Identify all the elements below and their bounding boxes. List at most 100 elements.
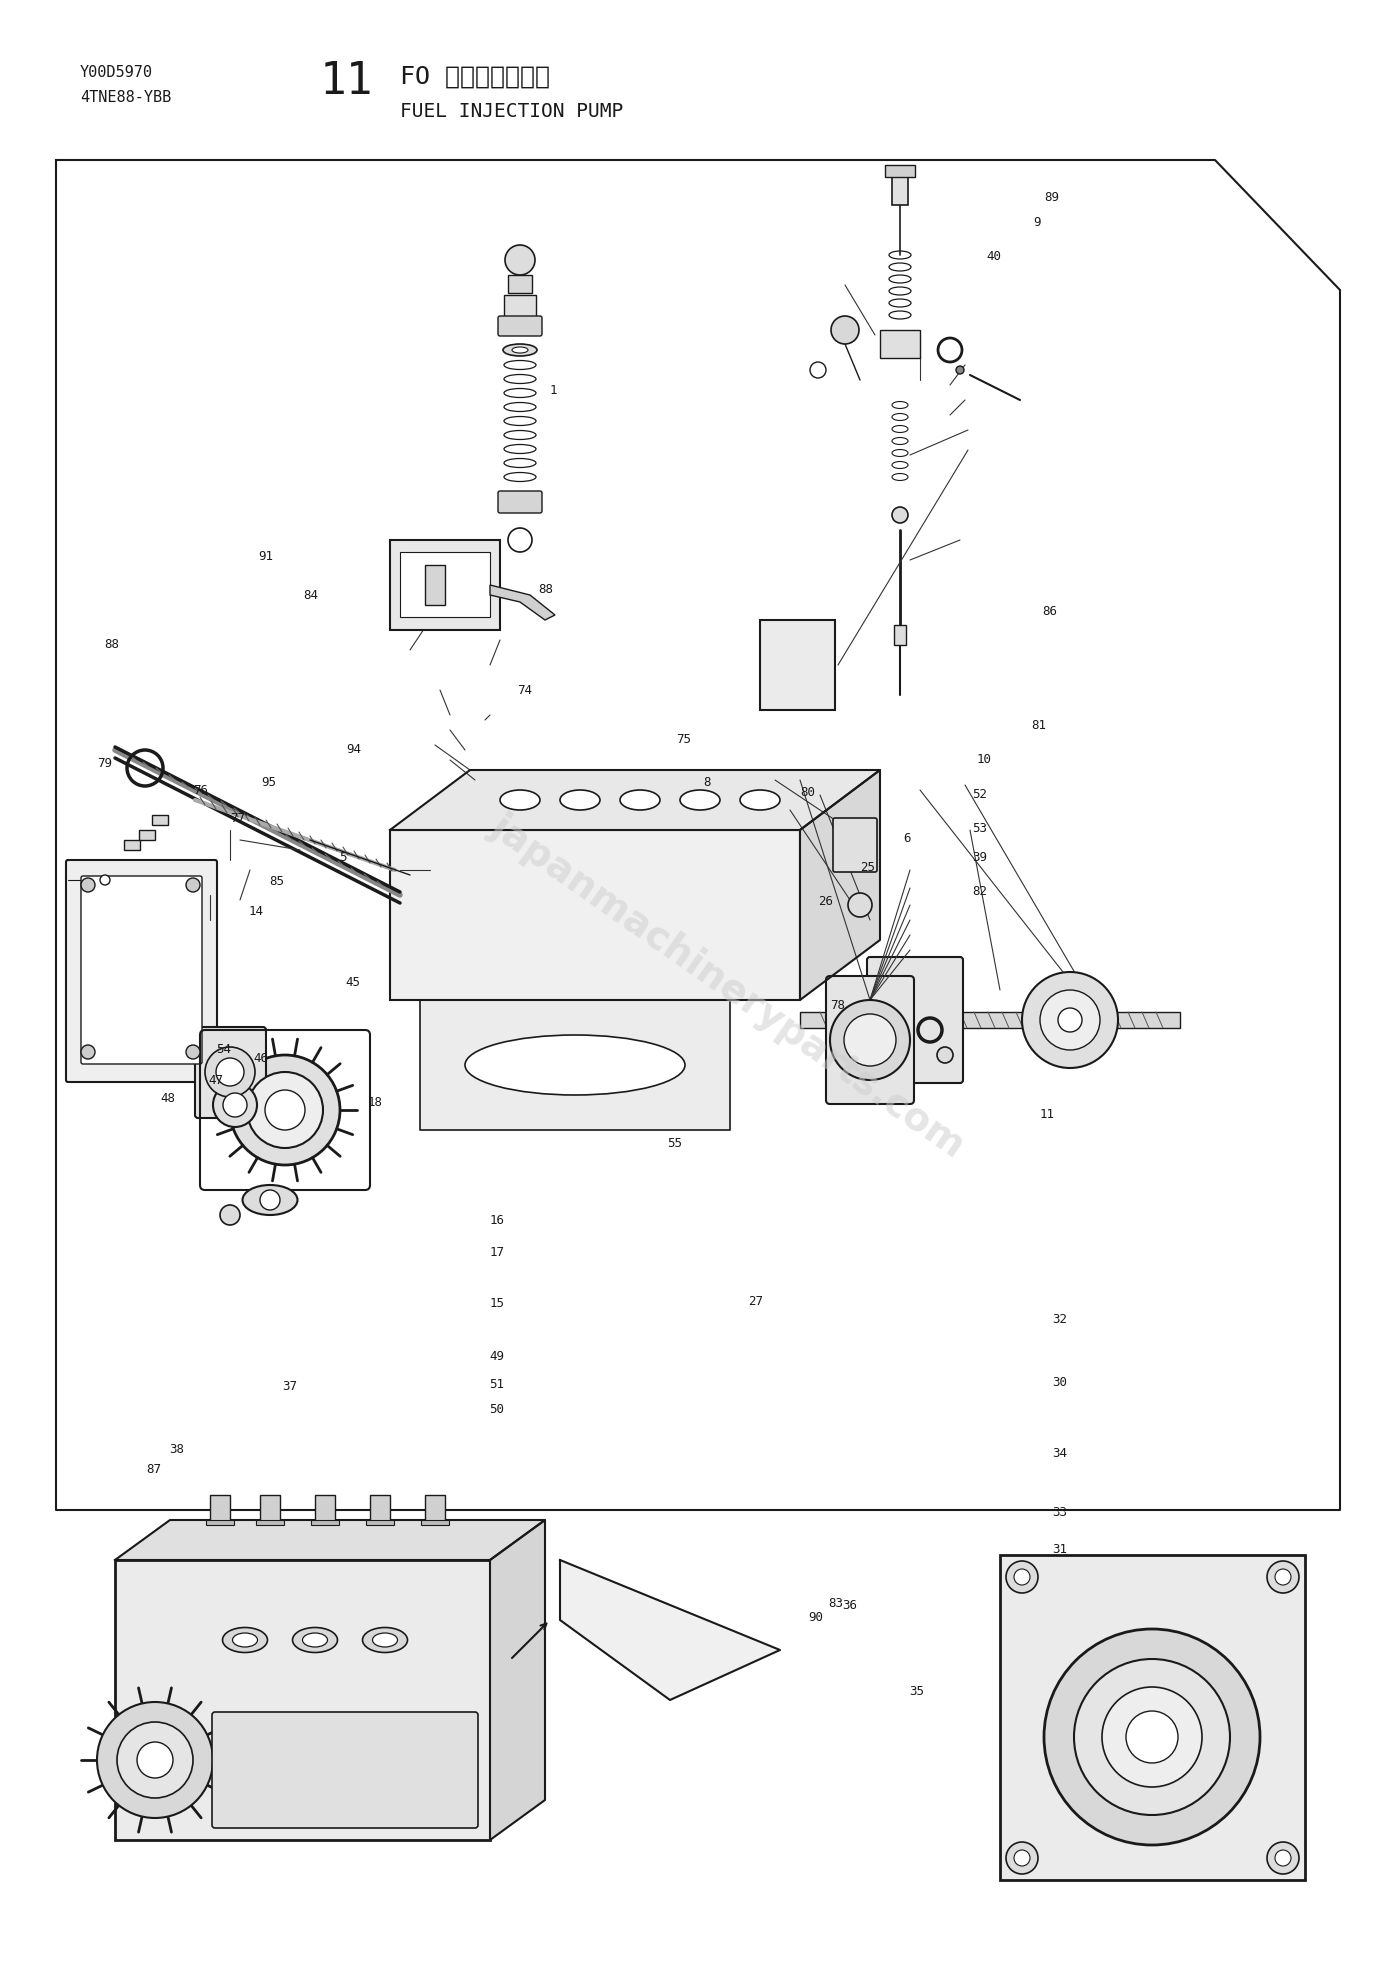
Bar: [421, 1520, 449, 1524]
FancyBboxPatch shape: [195, 1027, 266, 1118]
Bar: [370, 1495, 391, 1522]
Ellipse shape: [293, 1627, 337, 1653]
Text: 88: 88: [539, 584, 553, 596]
Circle shape: [186, 878, 200, 891]
Text: 74: 74: [518, 684, 532, 696]
Ellipse shape: [680, 791, 720, 810]
Text: 52: 52: [973, 789, 987, 801]
Text: 83: 83: [829, 1597, 843, 1609]
Bar: [799, 1012, 1180, 1027]
Text: 35: 35: [910, 1686, 924, 1698]
Bar: [210, 1495, 230, 1522]
FancyBboxPatch shape: [81, 876, 202, 1065]
Bar: [892, 176, 909, 205]
Bar: [153, 814, 168, 824]
Ellipse shape: [560, 791, 601, 810]
Circle shape: [137, 1741, 174, 1779]
Text: 87: 87: [147, 1463, 161, 1475]
Circle shape: [1007, 1562, 1037, 1593]
Ellipse shape: [503, 343, 538, 357]
Text: 17: 17: [490, 1246, 504, 1258]
Text: 91: 91: [259, 550, 273, 562]
Text: 85: 85: [270, 876, 284, 887]
Polygon shape: [490, 586, 554, 619]
Circle shape: [1007, 1842, 1037, 1873]
Bar: [311, 1520, 339, 1524]
Bar: [760, 619, 834, 710]
FancyBboxPatch shape: [826, 976, 914, 1104]
Text: 27: 27: [749, 1296, 763, 1307]
Bar: [508, 274, 532, 294]
Circle shape: [118, 1722, 193, 1798]
Text: 39: 39: [973, 852, 987, 864]
Text: 25: 25: [861, 862, 875, 874]
Text: 33: 33: [1053, 1507, 1067, 1518]
Ellipse shape: [465, 1035, 685, 1094]
Text: 80: 80: [801, 787, 815, 799]
Circle shape: [508, 528, 532, 552]
Text: 81: 81: [1032, 720, 1046, 732]
Bar: [315, 1495, 335, 1522]
Text: 82: 82: [973, 885, 987, 897]
Circle shape: [1022, 972, 1119, 1069]
Text: 90: 90: [809, 1611, 823, 1623]
Text: 95: 95: [262, 777, 276, 789]
Text: 51: 51: [490, 1378, 504, 1390]
Circle shape: [265, 1091, 305, 1130]
Text: 45: 45: [346, 976, 360, 988]
Bar: [400, 552, 490, 617]
Circle shape: [956, 367, 965, 375]
Text: 48: 48: [161, 1092, 175, 1104]
Circle shape: [832, 316, 860, 343]
Polygon shape: [799, 769, 881, 1000]
Circle shape: [81, 1045, 95, 1059]
Text: japanmachineryparts.com: japanmachineryparts.com: [483, 807, 973, 1165]
Text: Y00D5970: Y00D5970: [80, 65, 153, 81]
Text: 40: 40: [987, 250, 1001, 262]
Circle shape: [230, 1055, 340, 1165]
Text: 31: 31: [1053, 1544, 1067, 1556]
Text: 75: 75: [676, 734, 690, 745]
Circle shape: [1275, 1570, 1291, 1585]
Text: FO フンシャボンプ: FO フンシャボンプ: [400, 65, 550, 89]
Bar: [256, 1520, 284, 1524]
Text: 89: 89: [1044, 191, 1058, 203]
Text: 11: 11: [321, 59, 374, 103]
Circle shape: [1267, 1842, 1299, 1873]
Circle shape: [1044, 1629, 1260, 1846]
Text: 86: 86: [1043, 605, 1057, 617]
Circle shape: [892, 507, 909, 523]
Bar: [426, 1495, 445, 1522]
Text: 30: 30: [1053, 1376, 1067, 1388]
Circle shape: [220, 1205, 239, 1225]
FancyBboxPatch shape: [498, 491, 542, 513]
Text: 6: 6: [903, 832, 911, 844]
Ellipse shape: [363, 1627, 407, 1653]
Text: FUEL INJECTION PUMP: FUEL INJECTION PUMP: [400, 103, 623, 120]
Circle shape: [216, 1059, 244, 1087]
Circle shape: [1102, 1686, 1203, 1787]
Text: 53: 53: [973, 822, 987, 834]
Text: 8: 8: [703, 777, 711, 789]
Text: 14: 14: [249, 905, 263, 917]
Text: 26: 26: [819, 895, 833, 907]
Circle shape: [246, 1073, 323, 1148]
Text: 10: 10: [977, 753, 991, 765]
Polygon shape: [420, 1000, 729, 1130]
Bar: [391, 540, 500, 629]
Circle shape: [1267, 1562, 1299, 1593]
Circle shape: [1126, 1712, 1177, 1763]
Text: 36: 36: [843, 1599, 857, 1611]
Ellipse shape: [620, 791, 659, 810]
Bar: [504, 296, 536, 317]
Text: 5: 5: [339, 852, 347, 864]
Polygon shape: [115, 1520, 545, 1560]
Text: 77: 77: [231, 812, 245, 824]
Text: 11: 11: [1040, 1108, 1054, 1120]
Text: 84: 84: [304, 590, 318, 601]
Bar: [125, 840, 140, 850]
Polygon shape: [490, 1520, 545, 1840]
Bar: [1000, 1556, 1305, 1879]
Bar: [885, 166, 916, 177]
Ellipse shape: [500, 791, 540, 810]
